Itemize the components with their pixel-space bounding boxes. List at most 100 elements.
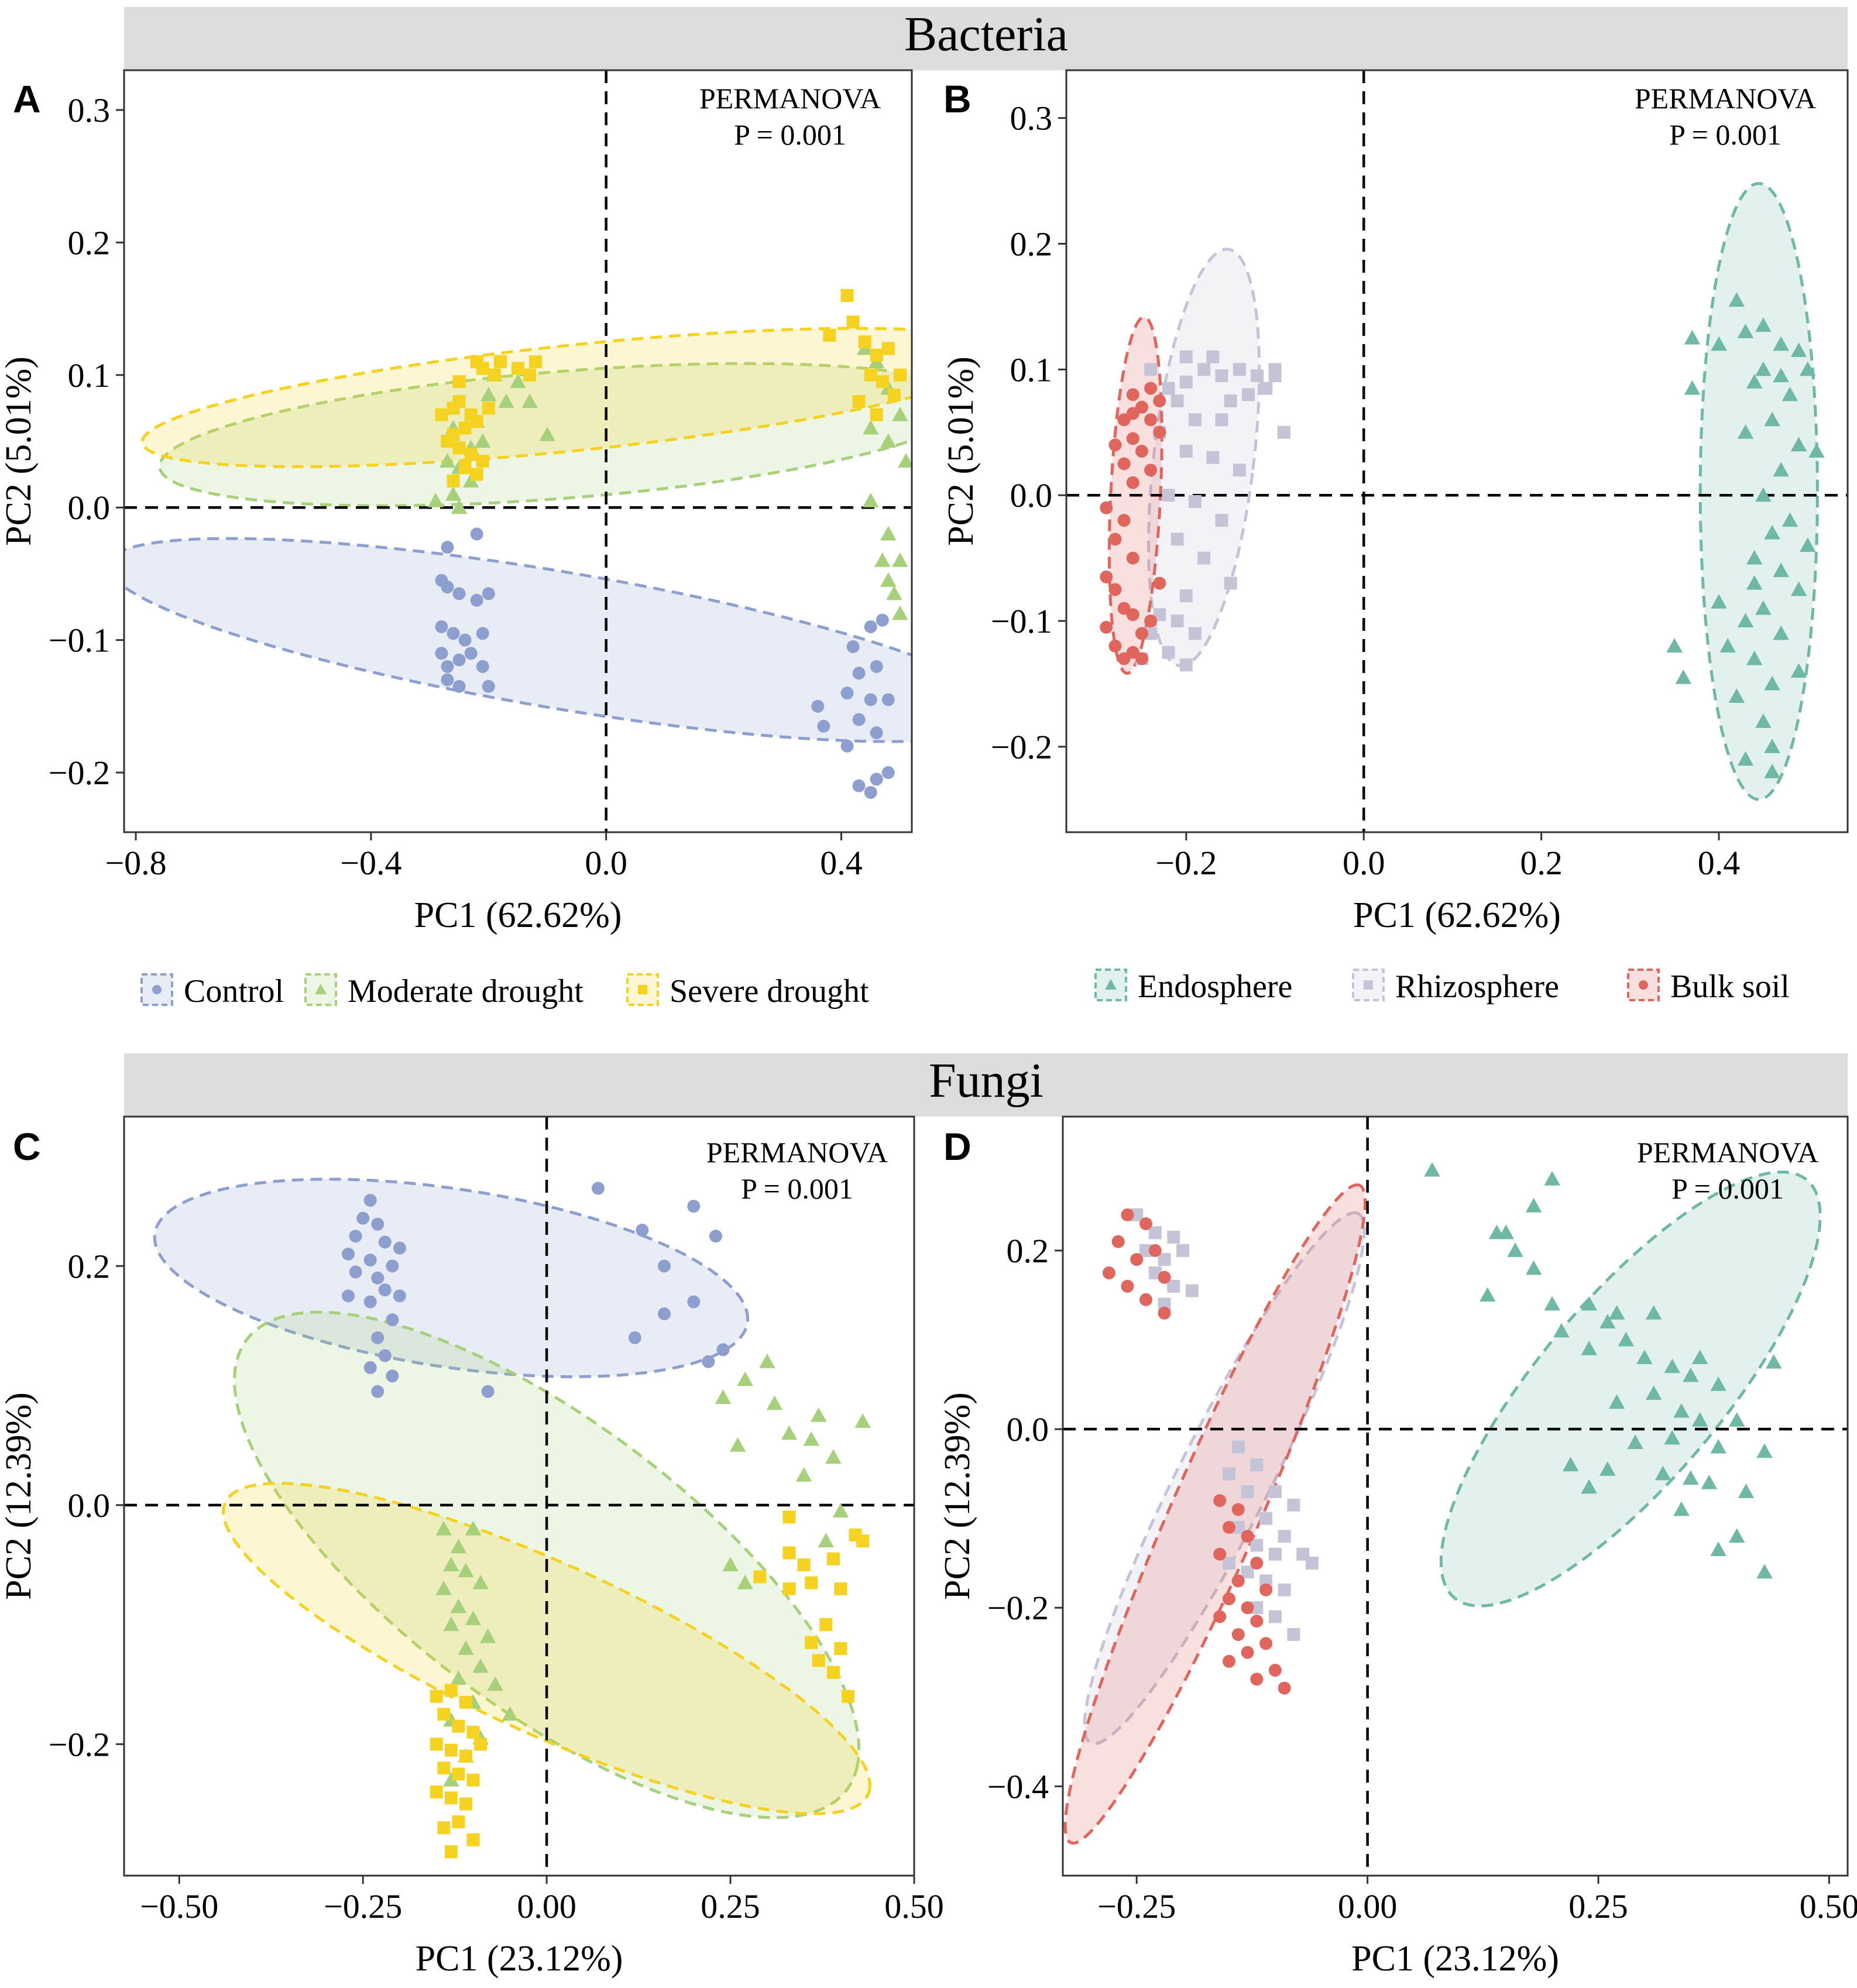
panel-a-point-severe-drought-24 [823, 328, 836, 342]
panel-c-point-control-7 [363, 1254, 377, 1267]
panel-d-point-endosphere-1 [1544, 1171, 1560, 1186]
panel-a-point-severe-drought-21 [452, 375, 466, 389]
panel-c-point-moderate-drought-6 [803, 1431, 819, 1446]
panel-a-point-moderate-drought-12 [427, 493, 444, 507]
panel-d-point-endosphere-13 [1553, 1323, 1570, 1338]
panel-c-point-severe-drought-23 [753, 1570, 767, 1584]
panel-a-point-severe-drought-34 [887, 388, 901, 401]
panel-d-point-rhizosphere-29 [1287, 1628, 1300, 1642]
panel-c-point-control-19 [386, 1369, 399, 1383]
panel-b-series-bulk-soil [1100, 382, 1166, 665]
panel-d-point-bulk-soil-28 [1278, 1681, 1291, 1695]
panel-b-ellipse-rhizosphere [1147, 248, 1261, 668]
panel-d-point-endosphere-24 [1673, 1403, 1690, 1418]
panel-a-point-control-20 [864, 620, 877, 634]
panel-d-point-endosphere-25 [1728, 1412, 1745, 1427]
panel-c-point-severe-drought-29 [819, 1618, 833, 1632]
panel-d: −0.25 0.00 0.25 0.50 −0.4 −0.2 0.0 0.2 PC1 (23.1… [938, 1115, 1857, 1979]
panel-c-point-severe-drought-13 [430, 1786, 443, 1799]
panel-a-point-severe-drought-27 [870, 348, 883, 362]
panel-a-point-severe-drought-4 [470, 415, 483, 428]
panel-c-ytick-label-2: 0.2 [68, 1247, 111, 1285]
panel-b-point-endosphere-29 [1764, 675, 1780, 691]
legend-treatment-key-moderate-drought [304, 973, 337, 1006]
panel-c-point-severe-drought-21 [797, 1558, 811, 1571]
panel-a-point-moderate-drought-29 [886, 585, 902, 600]
panel-d-point-rhizosphere-10 [1231, 1440, 1245, 1454]
panel-a-point-control-18 [470, 527, 483, 541]
panel-d-point-rhizosphere-18 [1231, 1520, 1245, 1534]
panel-d-point-bulk-soil-9 [1158, 1306, 1171, 1320]
panel-a-point-moderate-drought-6 [480, 387, 497, 401]
panel-c-point-severe-drought-7 [444, 1743, 458, 1757]
panel-b-point-rhizosphere-28 [1144, 627, 1158, 640]
panel-b-point-rhizosphere-15 [1179, 445, 1193, 458]
panel-a-ytick-label-0: −0.2 [49, 754, 110, 792]
panel-d-point-endosphere-36 [1581, 1479, 1598, 1494]
panel-a-point-severe-drought-11 [458, 461, 472, 475]
panel-c-point-moderate-drought-0 [759, 1353, 775, 1368]
panel-a-point-severe-drought-14 [482, 401, 495, 415]
panel-b-point-bulk-soil-3 [1144, 413, 1158, 427]
panel-c-series-severe-drought [430, 1510, 870, 1859]
panel-a-point-control-34 [864, 786, 877, 799]
panel-d-point-endosphere-5 [1507, 1242, 1523, 1257]
panel-d-point-endosphere-22 [1645, 1385, 1662, 1400]
panel-a-point-moderate-drought-27 [880, 572, 897, 587]
panel-a-point-control-32 [881, 766, 895, 780]
panel-a-point-severe-drought-20 [523, 368, 537, 382]
panel-b-point-bulk-soil-4 [1153, 425, 1166, 439]
panel-c-letter: C [13, 1125, 41, 1168]
panel-c-point-severe-drought-0 [430, 1690, 443, 1703]
panel-d-point-rhizosphere-5 [1176, 1244, 1190, 1257]
legend-treatment-marker-severe-drought [638, 985, 647, 994]
panel-b-point-bulk-soil-2 [1135, 400, 1148, 414]
panel-a-point-severe-drought-0 [435, 408, 448, 421]
panel-d-point-rhizosphere-19 [1250, 1539, 1264, 1552]
panel-d-point-rhizosphere-15 [1287, 1498, 1300, 1512]
panel-b-point-endosphere-17 [1755, 487, 1772, 502]
panel-d-ytick-label-2: 0.0 [1007, 1410, 1049, 1448]
panel-d-point-rhizosphere-3 [1139, 1244, 1152, 1257]
panel-a-point-control-4 [470, 593, 483, 607]
panel-d-permanova-line-0: PERMANOVA [1637, 1136, 1818, 1169]
panel-b-point-endosphere-7 [1755, 361, 1772, 376]
panel-b-point-bulk-soil-22 [1126, 646, 1139, 659]
panel-b-point-rhizosphere-9 [1241, 388, 1255, 401]
panel-b-point-endosphere-38 [1711, 594, 1727, 609]
panel-b-point-endosphere-11 [1782, 386, 1798, 401]
panel-d-point-bulk-soil-20 [1213, 1610, 1227, 1623]
panel-b-ellipse-endosphere [1698, 181, 1819, 801]
panel-a-point-control-23 [852, 667, 866, 680]
panel-c-point-severe-drought-12 [466, 1773, 480, 1787]
panel-a-ytick-label-5: 0.3 [68, 91, 111, 129]
panel-c-point-moderate-drought-31 [502, 1706, 519, 1721]
panel-d-point-bulk-soil-12 [1222, 1520, 1235, 1534]
panel-b-point-endosphere-2 [1737, 324, 1754, 338]
panel-a-point-control-13 [464, 647, 478, 660]
panel-b-point-endosphere-25 [1737, 613, 1754, 628]
panel-c-point-moderate-drought-16 [465, 1520, 482, 1536]
panel-d-point-endosphere-37 [1738, 1484, 1755, 1498]
legend-treatment-label-moderate-drought: Moderate drought [348, 973, 583, 1010]
panel-a: −0.8 −0.4 0.0 0.4 −0.2 −0.1 0.0 0.1 0.2 0.3 PC1 (6… [0, 69, 913, 935]
panel-d-point-rhizosphere-22 [1222, 1556, 1235, 1570]
panel-c-point-severe-drought-5 [466, 1725, 480, 1739]
panel-b-point-rhizosphere-19 [1188, 495, 1202, 508]
panel-c-point-control-22 [592, 1182, 605, 1195]
panel-a-point-severe-drought-23 [840, 289, 854, 302]
panel-c-point-control-25 [709, 1230, 722, 1243]
panel-d-series-rhizosphere [1130, 1208, 1319, 1642]
panel-a-x-axis-title: PC1 (62.62%) [414, 895, 622, 935]
legend-treatment-key-severe-drought [626, 973, 659, 1006]
panel-d-point-bulk-soil-21 [1250, 1615, 1264, 1628]
panel-c-plot-area [124, 1117, 914, 1876]
panel-c-point-severe-drought-31 [834, 1642, 847, 1655]
panel-c-point-control-18 [363, 1361, 377, 1374]
panel-a-ytick-label-2: 0.0 [68, 489, 111, 527]
panel-a-point-severe-drought-9 [464, 448, 478, 461]
panel-d-point-bulk-soil-7 [1121, 1279, 1134, 1293]
panel-a-xtick-label-0: −0.8 [105, 844, 166, 882]
panel-c-point-moderate-drought-7 [854, 1413, 871, 1428]
